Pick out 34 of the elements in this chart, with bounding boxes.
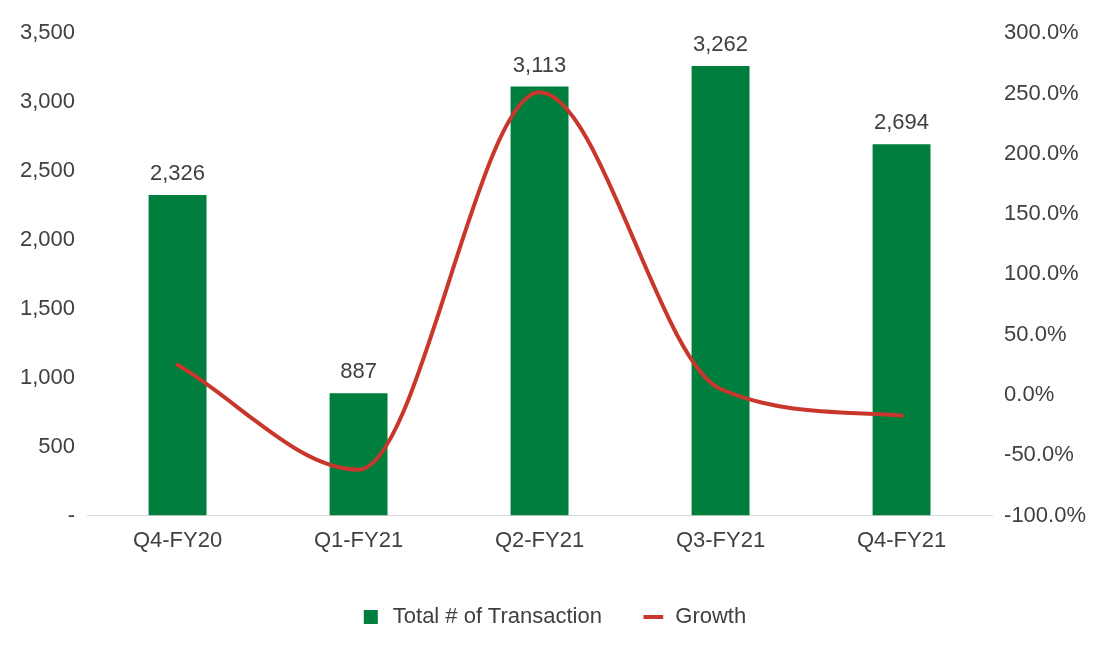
data-label: 3,262 bbox=[693, 31, 749, 57]
data-label: 887 bbox=[340, 358, 377, 384]
bar bbox=[691, 66, 750, 516]
y-tick-label: 3,000 bbox=[19, 88, 76, 114]
data-label: 2,694 bbox=[874, 109, 930, 135]
y-tick-label: 1,500 bbox=[19, 294, 76, 320]
y2-tick-label: -100.0% bbox=[1004, 501, 1087, 527]
x-tick-label: Q4-FY20 bbox=[132, 526, 223, 552]
legend-label: Growth bbox=[675, 603, 747, 629]
y2-tick-label: 0.0% bbox=[1004, 381, 1055, 407]
x-tick-label: Q1-FY21 bbox=[313, 526, 404, 552]
y-tick-label: - bbox=[67, 501, 76, 527]
bar bbox=[872, 144, 931, 516]
x-tick-label: Q2-FY21 bbox=[494, 526, 585, 552]
x-tick-label: Q3-FY21 bbox=[675, 526, 766, 552]
y2-tick-label: 50.0% bbox=[1004, 320, 1067, 346]
y2-tick-label: 250.0% bbox=[1004, 79, 1079, 105]
y2-tick-label: 150.0% bbox=[1004, 200, 1079, 226]
bar bbox=[329, 393, 388, 516]
bar bbox=[148, 195, 207, 516]
y-tick-label: 2,500 bbox=[19, 157, 76, 183]
y-tick-label: 500 bbox=[38, 432, 76, 458]
y-tick-label: 1,000 bbox=[19, 363, 76, 389]
data-label: 2,326 bbox=[150, 160, 206, 186]
y-tick-label: 2,000 bbox=[19, 226, 76, 252]
y2-tick-label: 100.0% bbox=[1004, 260, 1079, 286]
data-label: 3,113 bbox=[512, 51, 567, 77]
legend-label: Total # of Transaction bbox=[392, 603, 602, 629]
bar bbox=[510, 86, 569, 516]
y2-tick-label: 300.0% bbox=[1004, 19, 1079, 45]
y2-tick-label: -50.0% bbox=[1004, 441, 1074, 467]
x-tick-label: Q4-FY21 bbox=[856, 526, 947, 552]
y-tick-label: 3,500 bbox=[19, 19, 76, 45]
y2-tick-label: 200.0% bbox=[1004, 139, 1079, 165]
